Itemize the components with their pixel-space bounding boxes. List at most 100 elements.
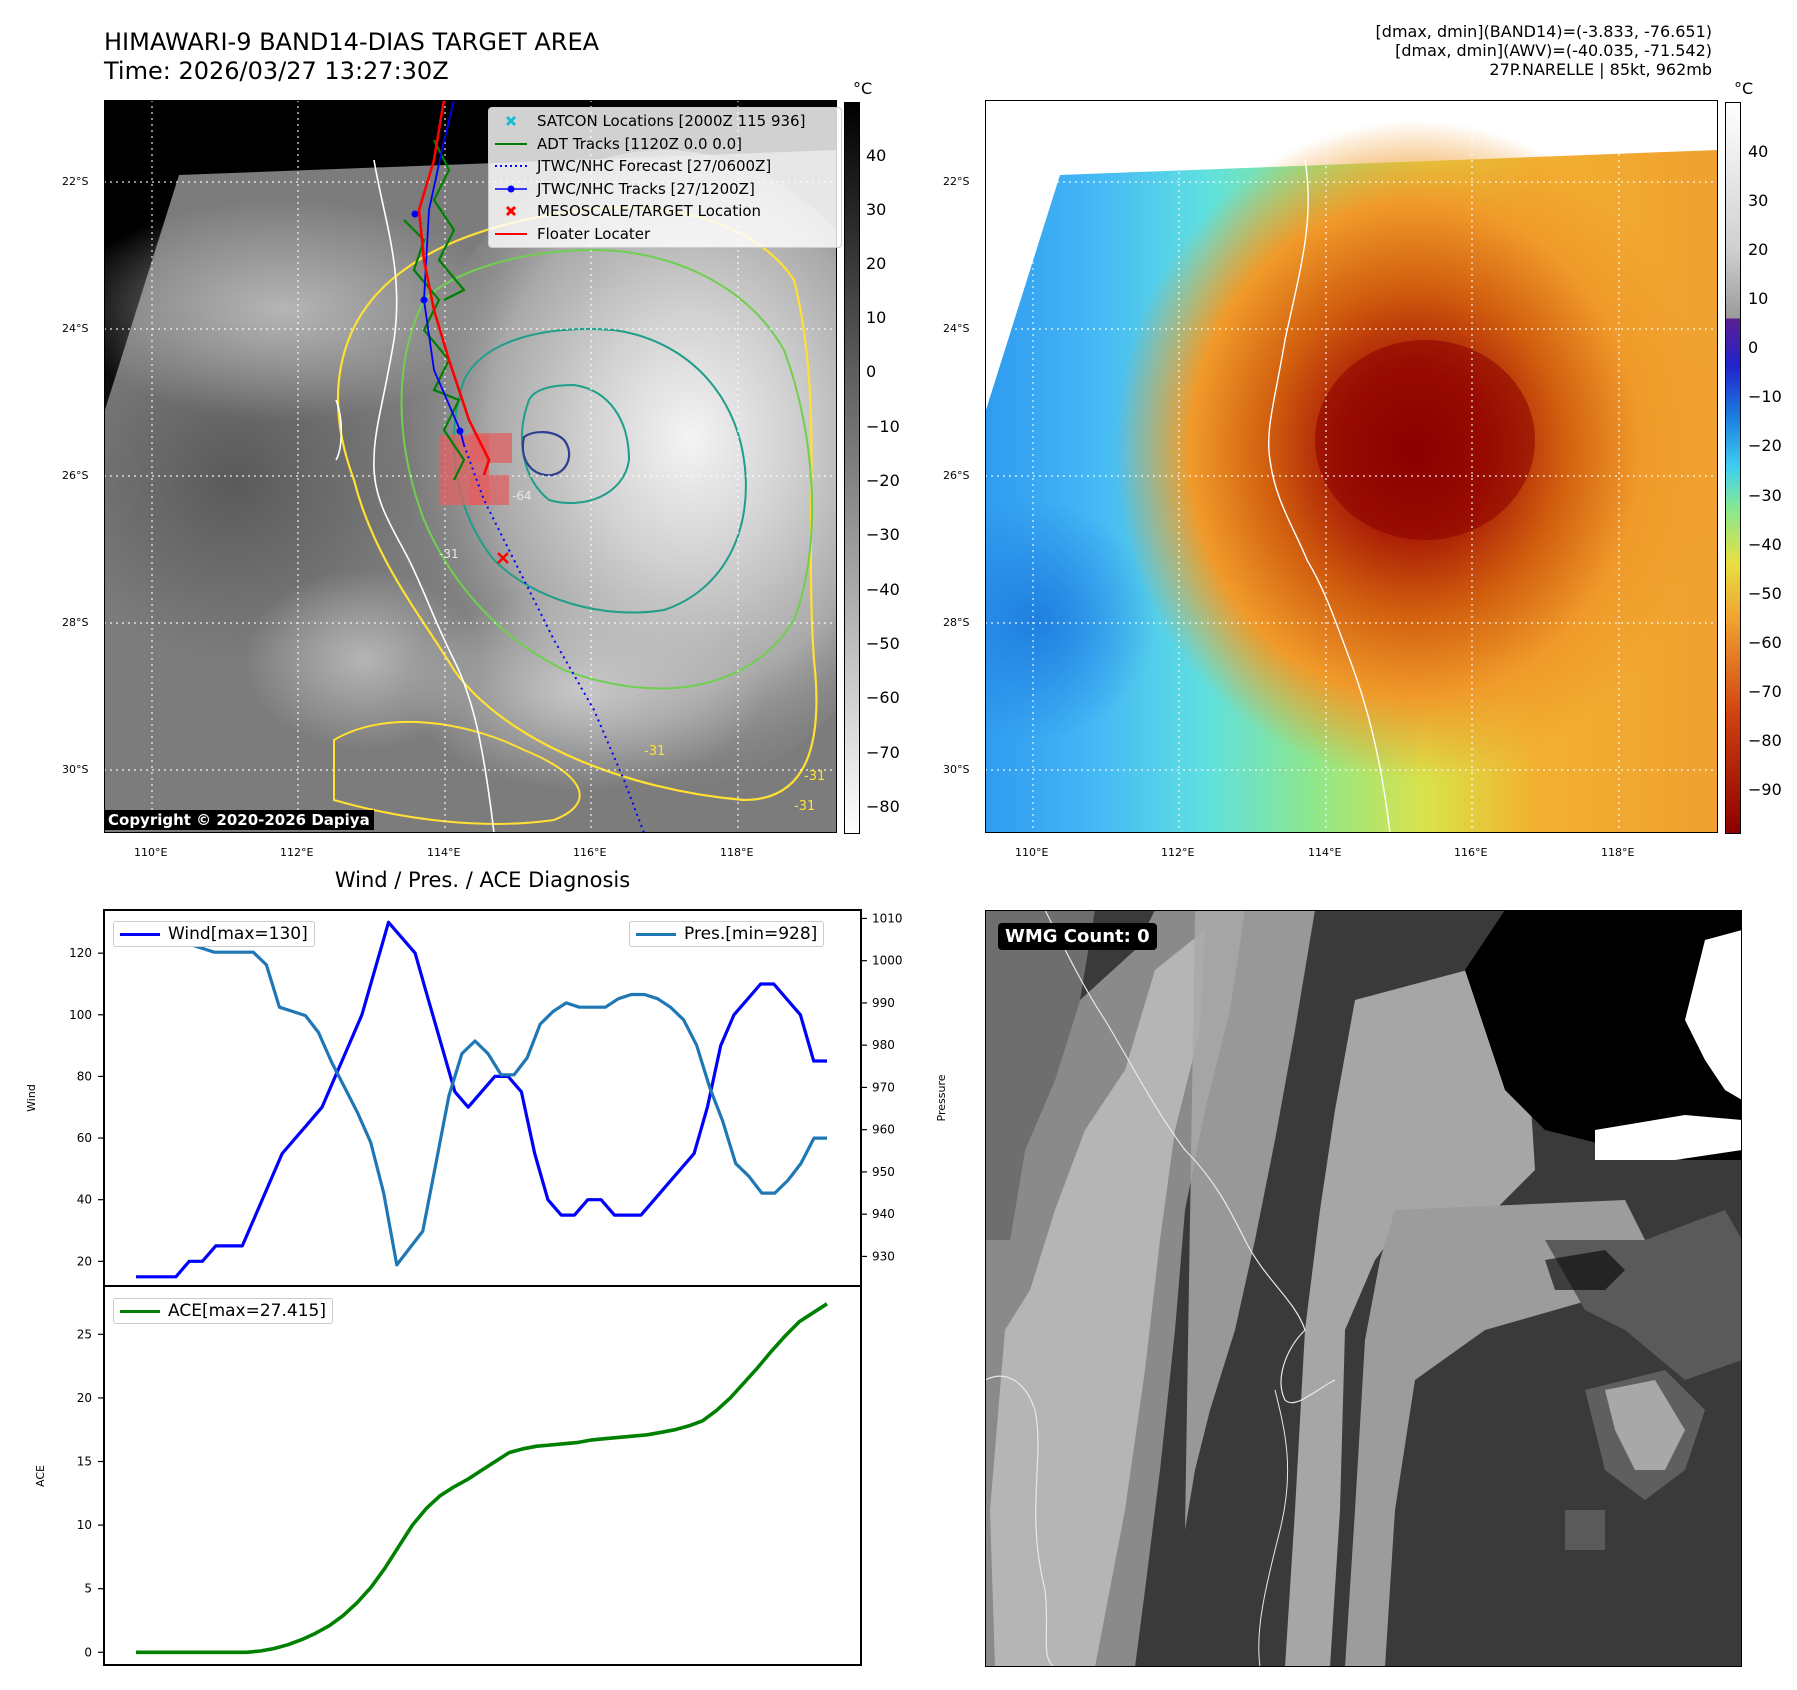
legend-label: JTWC/NHC Tracks [27/1200Z]	[537, 179, 755, 198]
awv-colorbar-tick: 10	[1748, 289, 1769, 308]
jtwc-track-point	[420, 296, 428, 304]
ir-map: -31 -64 -31 -31 -31	[44, 99, 924, 834]
red-line-icon	[493, 227, 529, 241]
ir-colorbar-tick: −20	[866, 471, 900, 490]
lat-label: 28°S	[943, 616, 970, 629]
ace-frame	[103, 1285, 862, 1666]
wind-pressure-chart: 20 40 60 80 100 120 930 940 950 960 970 980 990 1000 1…	[69, 911, 903, 1279]
ir-colorbar-tick: 30	[866, 200, 887, 219]
ir-colorbar-tick: −30	[866, 525, 900, 544]
ir-colorbar-tick: −60	[866, 688, 900, 707]
legend-label: JTWC/NHC Forecast [27/0600Z]	[537, 157, 772, 176]
awv-colorbar-tick: −10	[1748, 387, 1782, 406]
legend-label: ADT Tracks [1120Z 0.0 0.0]	[537, 134, 742, 153]
wmg-count-label: WMG Count: 0	[998, 923, 1157, 950]
wmg-map	[984, 909, 1743, 1668]
coastline	[1267, 159, 1391, 834]
ace-tick-label: 10	[77, 1518, 92, 1532]
wind-legend-swatch	[120, 932, 160, 936]
ir-colorbar-tick: 0	[866, 362, 877, 381]
wmg-region-lightstrip	[1185, 910, 1315, 1530]
pressure-legend: Pres.[min=928]	[629, 921, 825, 947]
awv-colorbar-tick: 40	[1748, 142, 1769, 161]
ace-tick-label: 0	[84, 1645, 92, 1659]
legend-label: MESOSCALE/TARGET Location	[537, 202, 762, 221]
lat-label: 26°S	[943, 469, 970, 482]
awv-colorbar-tick: −40	[1748, 535, 1782, 554]
copyright-label: Copyright © 2020-2026 Dapiya	[104, 810, 374, 830]
awv-colorbar	[1725, 102, 1741, 834]
wmg-region-east	[1285, 960, 1535, 1667]
wind-pressure-frame	[103, 909, 862, 1287]
color-storm-eye-region	[1315, 340, 1535, 540]
wmg-region-west	[985, 910, 1095, 1270]
pressure-tick-label: 1010	[872, 911, 903, 925]
lat-label: 22°S	[62, 175, 89, 188]
ir-colorbar-tick: −70	[866, 743, 900, 762]
coastline-island	[335, 399, 343, 461]
wmg-region-dark-spot	[1545, 1250, 1625, 1290]
wind-tick-label: 120	[69, 946, 92, 960]
coastline	[373, 159, 495, 834]
wind-tick-label: 80	[77, 1069, 92, 1083]
lon-label: 110°E	[1015, 846, 1049, 859]
lat-label: 28°S	[62, 616, 89, 629]
adt-track-north	[432, 139, 466, 301]
ir-colorbar-tick: −80	[866, 797, 900, 816]
lat-label: 26°S	[62, 469, 89, 482]
lon-label: 118°E	[720, 846, 754, 859]
contour-label: -31	[794, 799, 815, 814]
ir-cloud-sw	[244, 570, 484, 750]
color-gridlines	[985, 100, 1718, 833]
pressure-tick-label: 1000	[872, 954, 903, 968]
awv-colorbar-tick: −70	[1748, 682, 1782, 701]
wmg-coastline	[1044, 909, 1336, 1404]
legend-item-jtwc-tracks: JTWC/NHC Tracks [27/1200Z]	[493, 178, 837, 201]
pressure-axis-label: Pressure	[935, 1074, 948, 1121]
legend-label: Floater Locater	[537, 224, 651, 243]
ace-tick-label: 25	[77, 1327, 92, 1341]
contour-yellow-south	[333, 720, 581, 825]
jtwc-track-point	[456, 427, 464, 435]
wmg-region-light-spot	[1605, 1380, 1685, 1470]
contour-label: -31	[439, 547, 459, 561]
awv-colorbar-tick: 0	[1748, 338, 1759, 357]
lat-label: 24°S	[943, 322, 970, 335]
lat-label: 24°S	[62, 322, 89, 335]
lon-label: 116°E	[1454, 846, 1488, 859]
legend-item-satcon: SATCON Locations [2000Z 115 936]	[493, 110, 837, 133]
awv-colorbar-unit: °C	[1734, 79, 1754, 98]
red-x-icon	[493, 204, 529, 218]
pressure-tick-label: 960	[872, 1123, 895, 1137]
lon-label: 116°E	[573, 846, 607, 859]
contour-label: -64	[512, 489, 532, 503]
wind-legend: Wind[max=130]	[113, 921, 315, 947]
pressure-tick-label: 990	[872, 996, 895, 1010]
pressure-series-line	[136, 925, 827, 1267]
wmg-coastline-2	[984, 1375, 1056, 1668]
ir-colorbar	[844, 102, 860, 834]
ir-colorbar-tick: 20	[866, 254, 887, 273]
ir-colorbar-tick: 10	[866, 308, 887, 327]
wmg-region-white	[1685, 930, 1742, 1100]
ir-colorbar-tick: −10	[866, 417, 900, 436]
wind-tick-label: 40	[77, 1193, 92, 1207]
wmg-coastline-3	[1258, 1389, 1289, 1668]
ace-series-line	[136, 1302, 828, 1655]
lon-label: 112°E	[280, 846, 314, 859]
floater-locater-track	[417, 99, 491, 476]
legend-item-adt: ADT Tracks [1120Z 0.0 0.0]	[493, 133, 837, 156]
figure-time: Time: 2026/03/27 13:27:30Z	[104, 57, 449, 85]
wind-tick-label: 20	[77, 1254, 92, 1268]
lat-label: 22°S	[943, 175, 970, 188]
ace-legend: ACE[max=27.415]	[113, 1298, 333, 1324]
ir-colorbar-tick: 40	[866, 146, 887, 165]
blue-dot-line-icon	[493, 182, 529, 196]
lon-label: 114°E	[427, 846, 461, 859]
awv-colorbar-tick: −30	[1748, 486, 1782, 505]
pressure-tick-label: 930	[872, 1249, 895, 1263]
contour-teal-inner	[521, 383, 631, 505]
wmg-panel	[984, 909, 1743, 1668]
wind-series-line	[136, 920, 827, 1279]
legend-item-floater: Floater Locater	[493, 223, 837, 246]
